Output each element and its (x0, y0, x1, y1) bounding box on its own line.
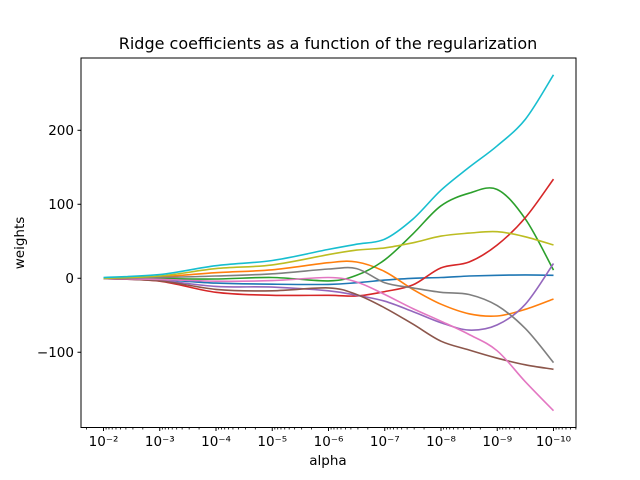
series-layer (103, 74, 555, 412)
x-tick-label: 10⁻⁷ (370, 434, 400, 450)
series-line-coef-2-orange (103, 260, 554, 318)
x-tick-label: 10⁻⁴ (201, 434, 231, 450)
series-line-coef-6-brown (103, 277, 554, 371)
tick-label-layer: 10⁻² 10⁻³ 10⁻⁴ 10⁻⁵ 10⁻⁶ 10⁻⁷ 10⁻⁸ 10⁻⁹ 10⁻¹⁰ −10… (37, 123, 571, 450)
series-line-coef-8-gray (103, 266, 555, 364)
tick-layer (77, 129, 577, 431)
x-tick-label: 10⁻⁸ (426, 434, 456, 450)
series-line-coef-4-red (103, 178, 555, 297)
series-line-coef-9-olive (103, 230, 554, 280)
x-axis-label: alpha (309, 453, 346, 469)
y-axis-label: weights (12, 217, 28, 270)
series-line-coef-3-green (103, 187, 555, 282)
x-tick-label: 10⁻³ (145, 434, 175, 450)
y-tick-label: 100 (48, 197, 74, 213)
x-tick-label: 10⁻⁵ (257, 434, 287, 450)
y-tick-label: 200 (48, 123, 74, 139)
series-line-coef-10-cyan (103, 74, 555, 279)
x-tick-label: 10⁻⁹ (482, 434, 512, 450)
y-tick-label: −100 (37, 345, 74, 361)
x-tick-label: 10⁻² (89, 434, 119, 450)
x-tick-label: 10⁻⁶ (314, 434, 344, 450)
chart-title: Ridge coefficients as a function of the … (119, 34, 538, 53)
series-line-coef-7-pink (103, 276, 555, 412)
series-line-coef-5-purple (103, 263, 555, 331)
y-tick-label: 0 (65, 271, 74, 287)
series-line-coef-1-blue (103, 274, 554, 286)
x-tick-label: 10⁻¹⁰ (536, 434, 571, 450)
